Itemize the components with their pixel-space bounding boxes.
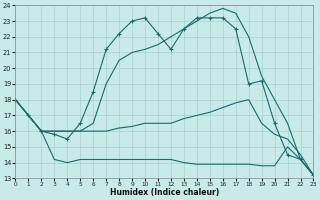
X-axis label: Humidex (Indice chaleur): Humidex (Indice chaleur) — [110, 188, 219, 197]
